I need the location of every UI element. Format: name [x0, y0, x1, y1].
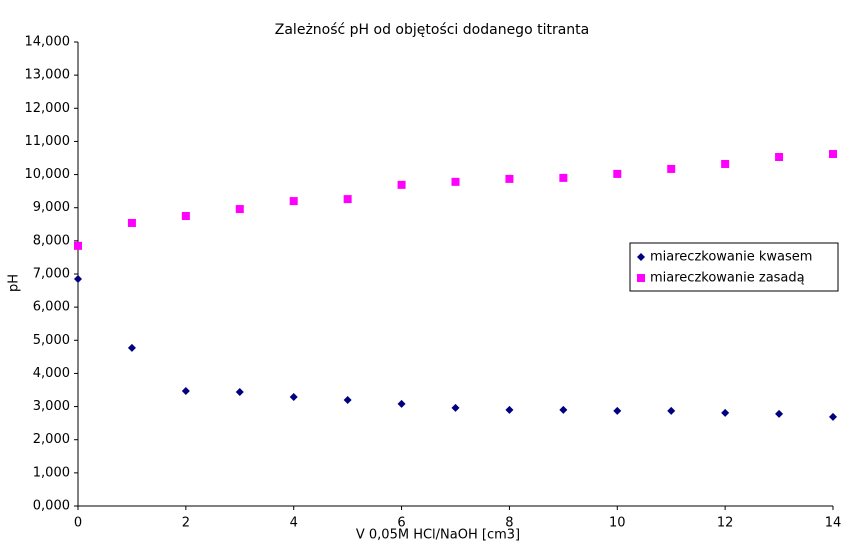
point	[74, 274, 82, 283]
point	[235, 387, 244, 396]
y-tick-label: 4,000	[33, 366, 70, 381]
point	[775, 409, 784, 418]
point	[181, 386, 190, 395]
x-tick-label: 2	[182, 516, 190, 531]
legend-label: miareczkowanie zasadą	[650, 271, 805, 286]
point	[451, 403, 460, 412]
y-tick-label: 10,000	[25, 167, 71, 182]
legend-label: miareczkowanie kwasem	[650, 250, 812, 265]
y-tick-label: 5,000	[33, 333, 70, 348]
x-axis-label: V 0,05M HCl/NaOH [cm3]	[356, 528, 520, 543]
point	[613, 169, 622, 178]
y-tick-label: 11,000	[25, 134, 71, 149]
x-tick-label: 0	[74, 516, 82, 531]
point	[721, 159, 730, 168]
y-tick-label: 9,000	[33, 200, 70, 215]
x-tick-label: 10	[609, 516, 626, 531]
y-tick-label: 1,000	[33, 465, 70, 480]
point	[829, 412, 837, 421]
y-tick-label: 8,000	[33, 233, 70, 248]
x-tick-label: 6	[397, 516, 405, 531]
point	[289, 197, 298, 206]
x-tick-label: 8	[505, 516, 513, 531]
point	[397, 399, 406, 408]
point	[667, 164, 676, 173]
y-tick-label: 12,000	[25, 101, 71, 116]
y-tick-label: 13,000	[25, 68, 71, 83]
y-tick-label: 0,000	[33, 499, 70, 514]
point	[235, 205, 244, 214]
point	[74, 241, 82, 250]
y-tick-label: 7,000	[33, 267, 70, 282]
point	[127, 218, 136, 227]
y-tick-label: 6,000	[33, 300, 70, 315]
point	[613, 406, 622, 415]
point	[397, 180, 406, 189]
point	[775, 153, 784, 162]
point	[559, 405, 568, 414]
legend	[629, 242, 839, 292]
legend-marker	[637, 253, 645, 261]
point	[505, 174, 514, 183]
point	[181, 212, 190, 220]
point	[343, 195, 352, 204]
point	[559, 173, 568, 182]
chart-title: Zależność pH od objętości dodanego titra…	[275, 22, 589, 38]
x-tick-label: 12	[717, 516, 734, 531]
y-tick-label: 2,000	[33, 432, 70, 447]
x-tick-label: 14	[825, 516, 842, 531]
y-axis-label: pH	[7, 274, 22, 292]
point	[721, 408, 730, 417]
x-tick-label: 4	[290, 516, 298, 531]
point	[127, 343, 136, 352]
y-tick-label: 14,000	[25, 35, 71, 50]
point	[505, 405, 514, 414]
point	[451, 177, 460, 186]
point	[829, 150, 837, 159]
legend-marker	[637, 274, 645, 282]
point	[289, 392, 298, 401]
point	[667, 406, 676, 415]
y-tick-label: 3,000	[33, 399, 70, 414]
point	[343, 395, 352, 404]
